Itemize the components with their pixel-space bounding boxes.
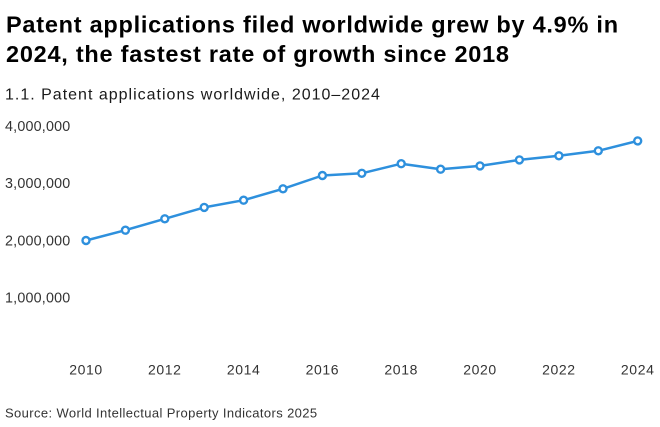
svg-text:1,000,000: 1,000,000 [5,290,70,306]
svg-text:2024: 2024 [621,361,655,377]
svg-text:2,000,000: 2,000,000 [5,233,70,249]
svg-text:2022: 2022 [542,361,576,377]
svg-text:Source: World Intellectual Pro: Source: World Intellectual Property Indi… [5,406,318,421]
svg-text:2012: 2012 [148,361,182,377]
svg-text:2010: 2010 [69,361,103,377]
svg-text:1.1. Patent applications world: 1.1. Patent applications worldwide, 2010… [5,86,381,103]
svg-text:2016: 2016 [306,361,340,377]
svg-text:2024, the fastest rate of grow: 2024, the fastest rate of growth since 2… [6,41,510,67]
svg-text:2018: 2018 [384,361,418,377]
svg-text:Patent applications filed worl: Patent applications filed worldwide grew… [6,12,619,38]
svg-text:4,000,000: 4,000,000 [5,119,70,135]
svg-text:2020: 2020 [463,361,497,377]
svg-text:3,000,000: 3,000,000 [5,176,70,192]
svg-text:2014: 2014 [227,361,261,377]
